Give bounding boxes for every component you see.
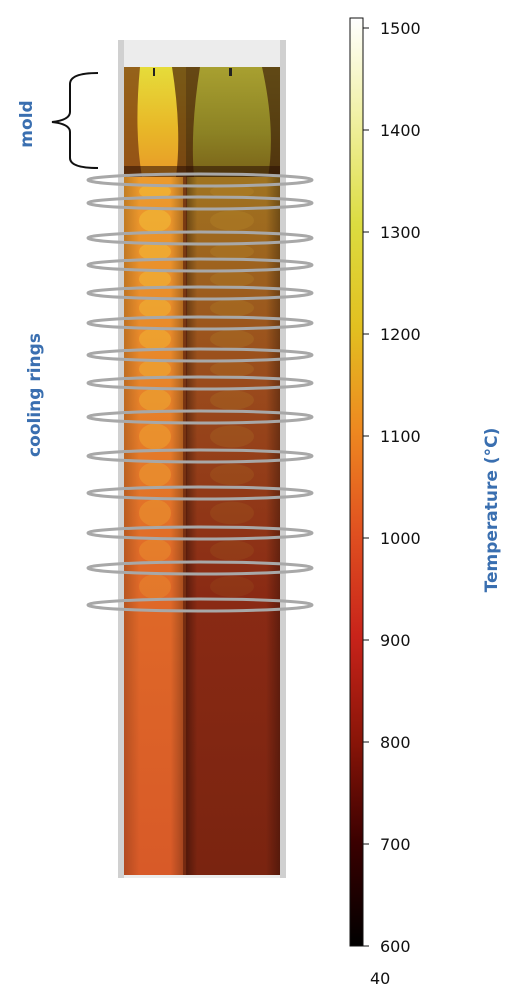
hotspot (139, 269, 171, 289)
mold-wall-shading-center (172, 67, 200, 177)
hotspot (210, 243, 254, 260)
colorbar-gradient (349, 17, 364, 947)
hotspot (139, 183, 171, 200)
mold-wall-shading-right (262, 67, 280, 177)
hotspot (139, 423, 171, 450)
cooling-ring (86, 409, 314, 425)
colorbar-ticks: 1500 1400 1300 1200 1100 1000 900 800 700 600 (363, 19, 421, 956)
colorbar-tick-label: 1000 (380, 529, 421, 548)
hotspot (210, 501, 254, 525)
cooling-ring (86, 347, 314, 363)
colorbar: 1500 1400 1300 1200 1100 1000 900 800 700 600 (349, 17, 421, 956)
hotspot (210, 184, 254, 199)
hotspot (139, 462, 171, 487)
cooling-ring (86, 285, 314, 301)
colorbar-tick-label: 1500 (380, 19, 421, 38)
hotspot (210, 299, 254, 317)
colorbar-title: Temperature (°C) (482, 428, 502, 593)
cooling-ring (86, 257, 314, 273)
cooling-rings-label: cooling rings (25, 333, 45, 457)
cooling-ring (86, 315, 314, 331)
colorbar-tick-label: 1300 (380, 223, 421, 242)
cooling-ring (86, 485, 314, 501)
colorbar-tick-label: 700 (380, 835, 411, 854)
hotspot (139, 208, 171, 233)
colorbar-tick-label: 600 (380, 937, 411, 956)
mold-label: mold (17, 100, 37, 147)
hotspot (210, 390, 254, 410)
outer-column-mold (186, 67, 280, 177)
hotspot (210, 540, 254, 561)
probe-tick-outer (229, 68, 232, 76)
hotspot (210, 425, 254, 448)
hotspot (210, 329, 254, 349)
cooling-ring (86, 525, 314, 541)
hotspot (139, 359, 171, 379)
cooling-ring (86, 560, 314, 576)
colorbar-tick-label: 800 (380, 733, 411, 752)
casting-column (118, 40, 286, 878)
colorbar-tick-label: 1100 (380, 427, 421, 446)
hotspot (210, 463, 254, 486)
cut-off-label: 40 (370, 969, 390, 986)
colorbar-tick-label: 1400 (380, 121, 421, 140)
cooling-ring (86, 230, 314, 246)
hotspot (139, 388, 171, 412)
hotspot (139, 242, 171, 261)
cooling-ring (86, 375, 314, 391)
colorbar-tick-label: 900 (380, 631, 411, 650)
hotspot (210, 271, 254, 287)
cooling-ring (86, 448, 314, 464)
hotspot (210, 575, 254, 598)
cooling-ring (86, 172, 314, 188)
mold-bracket (51, 72, 99, 169)
hotspot (210, 210, 254, 231)
hotspot (139, 328, 171, 350)
hotspot (139, 574, 171, 599)
cooling-rings (86, 172, 314, 613)
cooling-ring (86, 597, 314, 613)
hotspot (139, 298, 171, 318)
cooling-ring (86, 195, 314, 211)
probe-tick-inner (153, 68, 155, 76)
hotspot (139, 499, 171, 527)
ring-hotspots (139, 183, 254, 599)
mold-wall-shading-left (124, 67, 142, 177)
hotspot (210, 361, 254, 377)
hotspot (139, 538, 171, 563)
colorbar-tick-label: 1200 (380, 325, 421, 344)
